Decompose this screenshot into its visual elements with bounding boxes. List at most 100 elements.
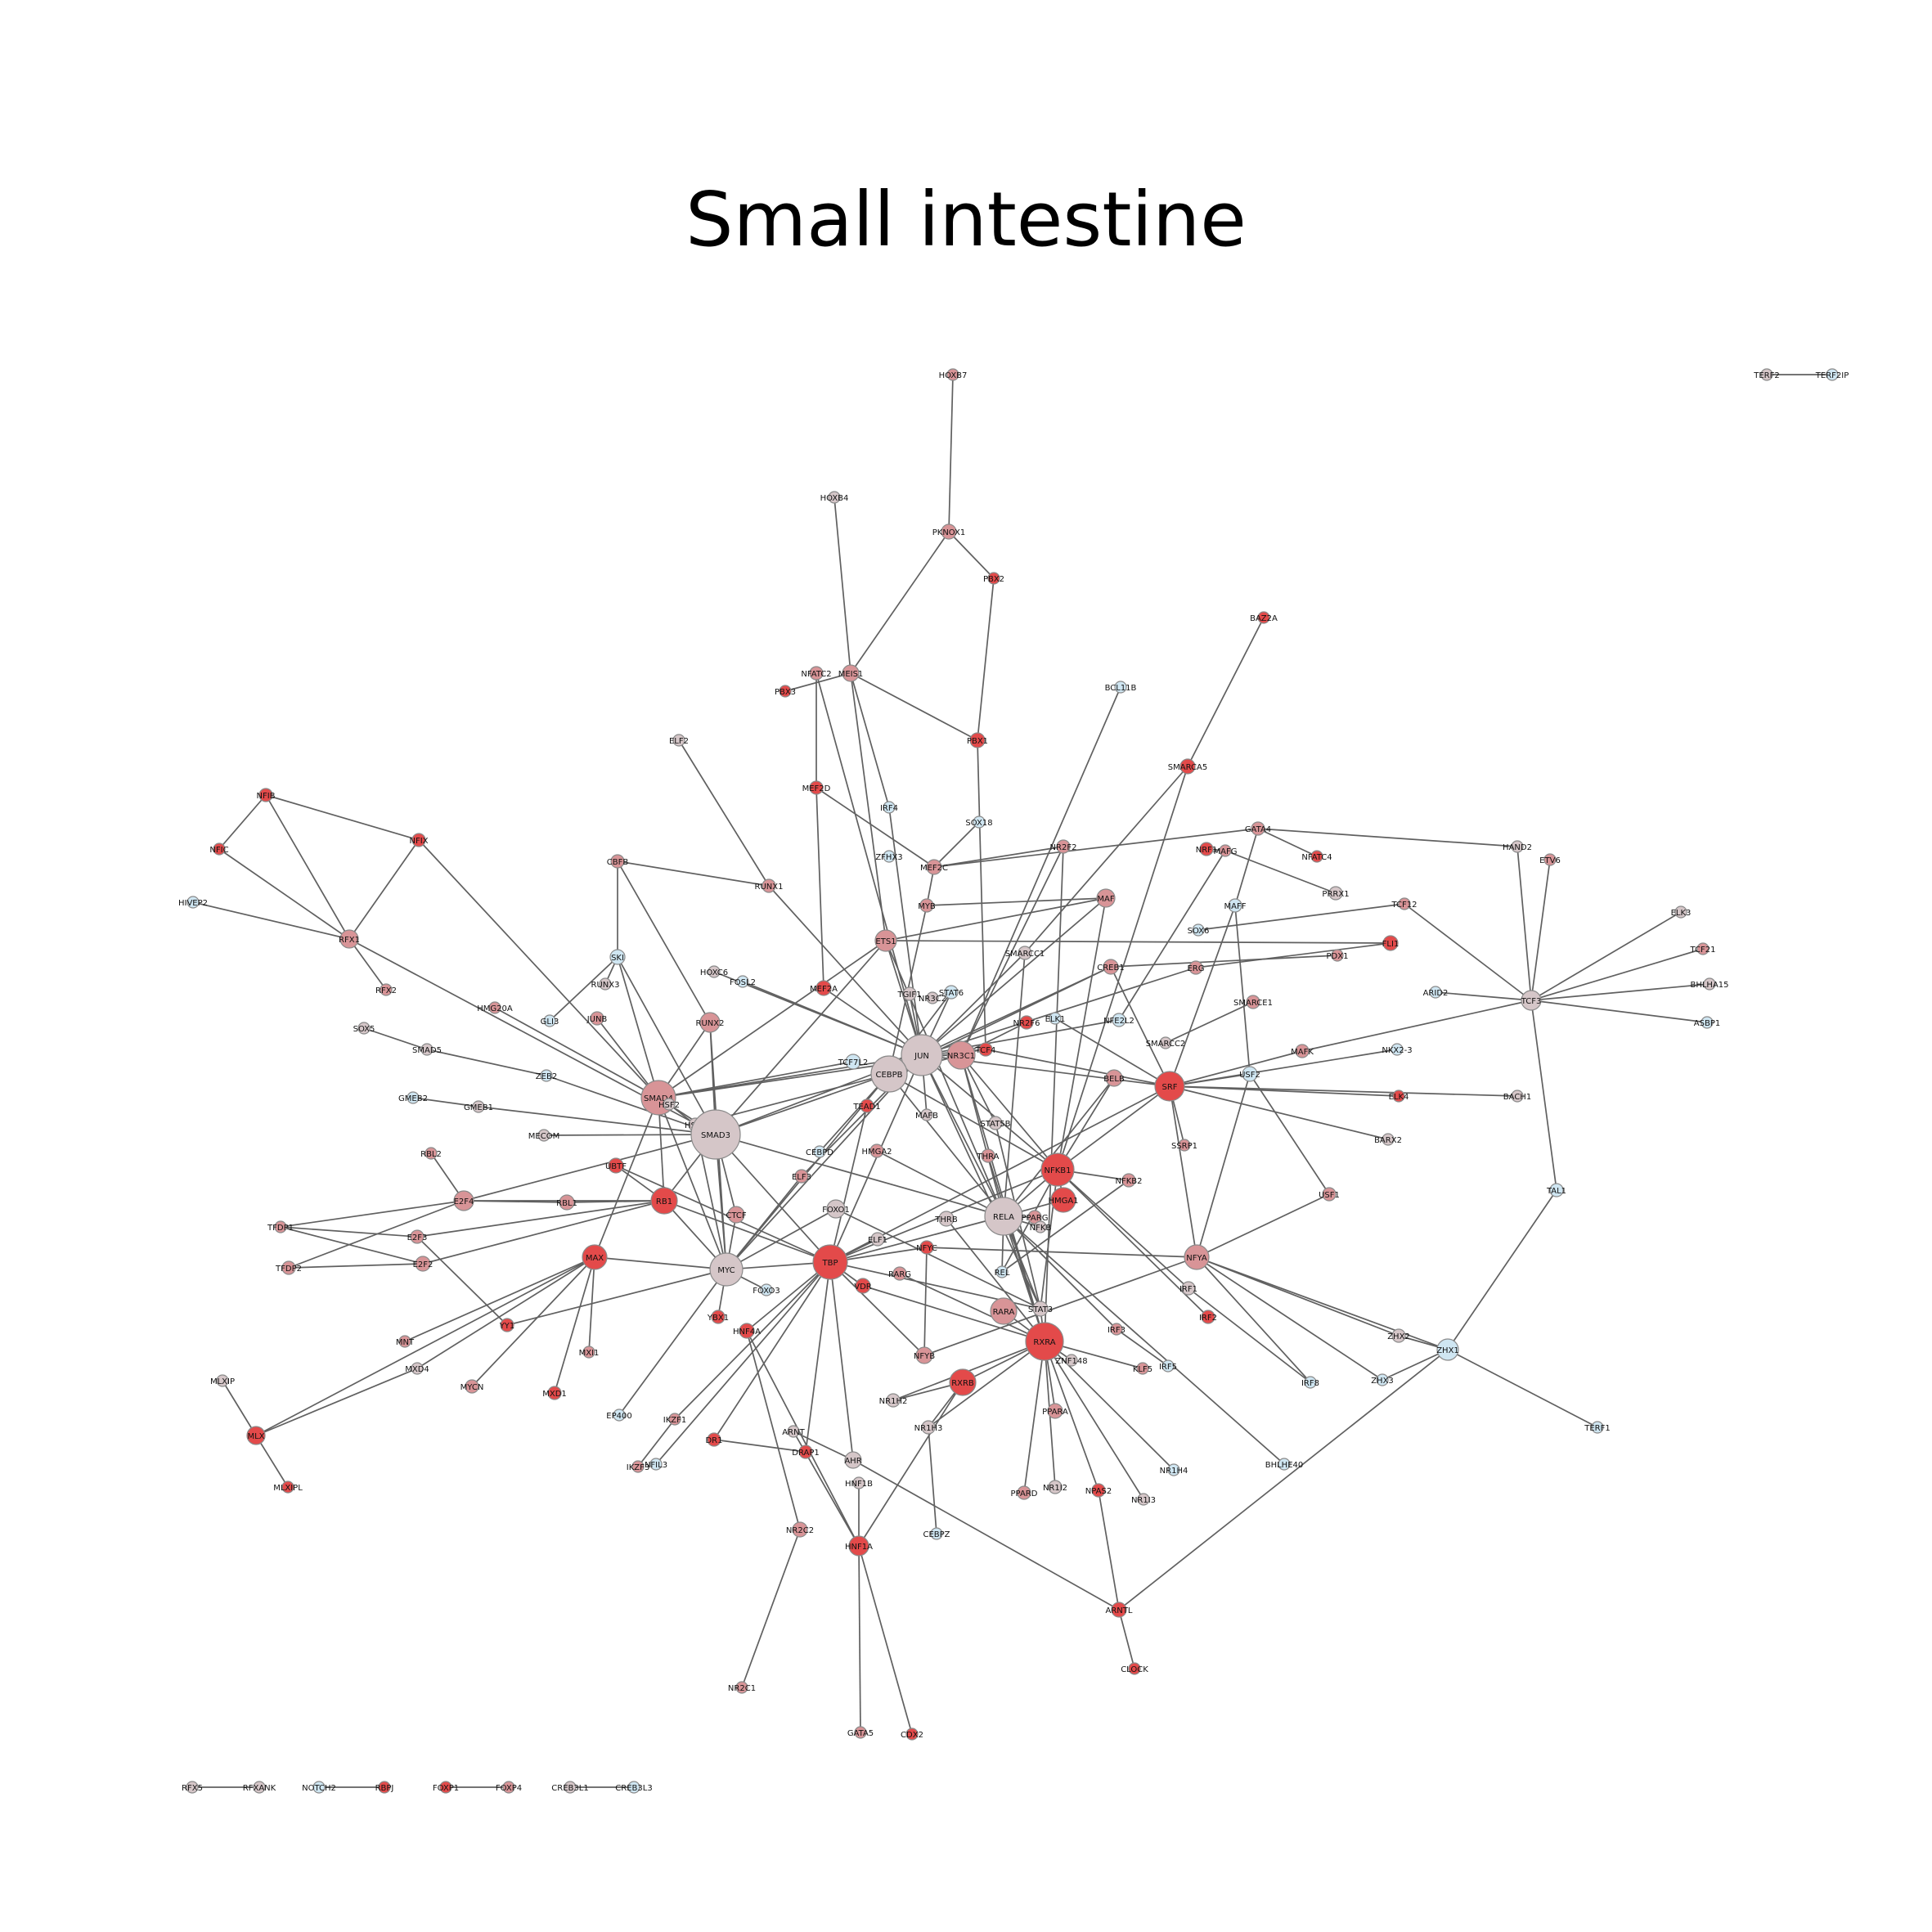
node-label: GATA4 xyxy=(1245,825,1271,834)
node-CDX2: CDX2 xyxy=(901,1728,923,1741)
node-circle xyxy=(902,986,917,1001)
edge-SKI-GLI3 xyxy=(549,956,618,1022)
node-MXI1: MXI1 xyxy=(579,1346,600,1359)
edge-ETV6-TCF3 xyxy=(1530,859,1551,1001)
node-circle xyxy=(547,1386,562,1400)
edge-SOX18-MEF2C xyxy=(933,821,980,868)
node-circle xyxy=(987,572,1000,585)
node-circle xyxy=(892,1266,907,1281)
edge-ZHX1-TERF1 xyxy=(1447,1349,1598,1428)
node-TEAD1: TEAD1 xyxy=(852,1099,881,1113)
node-label: CREB3L3 xyxy=(615,1784,652,1793)
node-label: USF2 xyxy=(1239,1071,1260,1080)
node-ZFHX3: ZFHX3 xyxy=(875,850,903,863)
node-RXRA: RXRA xyxy=(1025,1322,1064,1361)
edge-RELA-IRF3 xyxy=(1003,1215,1117,1330)
node-TCF12: TCF12 xyxy=(1391,897,1417,910)
node-label: TERF2IP xyxy=(1815,371,1849,380)
node-circle xyxy=(411,833,426,847)
node-circle xyxy=(828,491,841,504)
edge-BAZ2A-SMARCA5 xyxy=(1187,617,1265,767)
node-circle xyxy=(465,1379,479,1394)
node-label: GATA5 xyxy=(847,1729,874,1738)
node-label: MAFB xyxy=(915,1112,938,1121)
node-label: DR1 xyxy=(705,1436,722,1445)
node-label: TCF3 xyxy=(1521,997,1542,1006)
node-label: BHLHA15 xyxy=(1690,981,1728,990)
node-NR1H3: NR1H3 xyxy=(914,1420,942,1435)
edge-DR1-DRAP1 xyxy=(713,1439,806,1453)
node-label: IRF5 xyxy=(1159,1363,1177,1372)
node-label: ELK1 xyxy=(1045,1015,1066,1024)
node-circle xyxy=(779,685,792,698)
edge-SMARCC1-JUN xyxy=(921,952,1026,1056)
node-MEF2C: MEF2C xyxy=(920,859,948,875)
edge-MAFK-SRF xyxy=(1169,1050,1303,1087)
node-circle xyxy=(488,1001,501,1014)
node-circle xyxy=(668,1413,681,1426)
edge-MAX-MLX xyxy=(255,1256,595,1436)
node-NFYC: NFYC xyxy=(916,1240,937,1255)
node-label: SKI xyxy=(611,954,624,963)
node-label: SOX18 xyxy=(965,819,992,828)
node-circle xyxy=(1392,1090,1405,1103)
node-label: SSRP1 xyxy=(1171,1142,1197,1151)
node-circle xyxy=(870,1232,885,1247)
edge-NFYA-ZHX1 xyxy=(1196,1256,1449,1350)
edge-NR3C1-RELA xyxy=(960,1054,1004,1217)
edge-MYC-YY1 xyxy=(506,1269,727,1326)
node-label: MYCN xyxy=(461,1383,484,1392)
edge-RXRA-PPARD xyxy=(1023,1341,1045,1494)
edge-MAX-MXD4 xyxy=(416,1256,595,1369)
edge-RXRA-NR1I3 xyxy=(1044,1341,1144,1500)
edge-SMAD3-E2F4 xyxy=(463,1134,717,1202)
node-label: BCL11B xyxy=(1105,684,1137,693)
node-label: ARNT xyxy=(782,1428,805,1437)
node-circle xyxy=(582,1346,595,1359)
node-label: RARA xyxy=(993,1308,1015,1317)
node-circle xyxy=(610,854,625,869)
node-circle xyxy=(815,980,832,996)
node-circle xyxy=(1121,1173,1136,1188)
node-GLI3: GLI3 xyxy=(541,1014,559,1027)
node-circle xyxy=(727,1206,745,1224)
node-HOXC6: HOXC6 xyxy=(700,965,728,978)
node-circle xyxy=(735,1681,748,1694)
node-label: ZEB2 xyxy=(536,1072,557,1081)
edges-layer xyxy=(192,374,1832,1788)
node-ZEB2: ZEB2 xyxy=(536,1069,557,1082)
node-circle xyxy=(380,983,393,996)
node-circle xyxy=(186,896,200,909)
edge-TBP-DR1 xyxy=(713,1261,831,1440)
node-label: BARX2 xyxy=(1374,1136,1402,1145)
edge-RELA-TBP xyxy=(829,1215,1004,1263)
node-MAFF: MAFF xyxy=(1224,898,1247,913)
node-NOTCH2: NOTCH2 xyxy=(302,1781,336,1794)
node-label: PRRX1 xyxy=(1322,890,1349,899)
node-label: E2F4 xyxy=(454,1197,474,1206)
node-circle xyxy=(809,666,824,681)
edge-HMG20A-SMAD4 xyxy=(494,1007,659,1099)
edge-MYC-EP400 xyxy=(618,1269,727,1416)
node-label: JUN xyxy=(914,1052,929,1061)
node-label: ERG xyxy=(1187,964,1204,973)
node-label: HNF1B xyxy=(845,1480,873,1489)
node-circle xyxy=(1167,1463,1180,1476)
edge-HAND2-TCF3 xyxy=(1516,846,1532,1001)
node-label: CTCF xyxy=(726,1211,746,1220)
node-circle xyxy=(439,1781,452,1794)
node-label: MXI1 xyxy=(579,1349,600,1358)
node-TFDP1: TFDP1 xyxy=(267,1220,294,1233)
node-label: SMAD5 xyxy=(412,1046,442,1055)
node-circle xyxy=(1674,905,1687,919)
node-CEBPB: CEBPB xyxy=(870,1055,908,1093)
edge-TCF3-TAL1 xyxy=(1530,1000,1557,1191)
node-HIVEP2: HIVEP2 xyxy=(178,896,208,909)
node-circle xyxy=(631,1460,645,1473)
edge-NR3C1-NFKB1 xyxy=(960,1054,1058,1170)
node-circle xyxy=(1050,1187,1076,1213)
edge-TCF3-BHLHA15 xyxy=(1530,983,1710,1001)
node-THRB: THRB xyxy=(934,1211,958,1227)
node-label: HSF2 xyxy=(658,1101,680,1110)
node-E2F3: E2F3 xyxy=(407,1229,427,1244)
